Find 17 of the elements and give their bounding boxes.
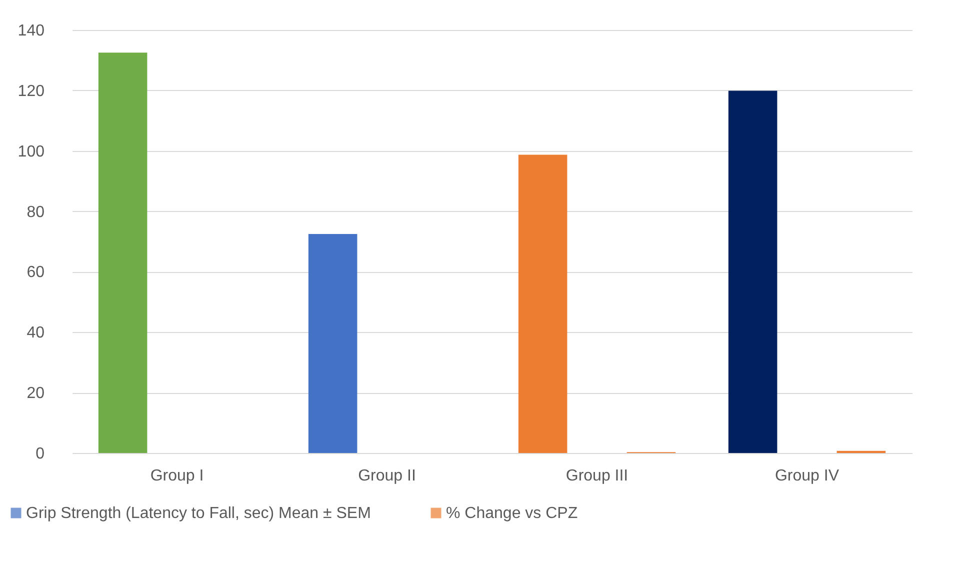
- bar: [728, 90, 778, 453]
- y-tick-label: 40: [26, 324, 45, 342]
- x-tick-label: Group IV: [774, 468, 840, 484]
- x-tick-label: Group I: [150, 468, 204, 484]
- y-tick-label: 20: [26, 385, 45, 402]
- y-tick-label: 0: [36, 446, 45, 462]
- legend-label: % Change vs CPZ: [446, 505, 578, 522]
- bar: [98, 52, 148, 453]
- legend-label: Grip Strength (Latency to Fall, sec) Mean ± SEM: [26, 505, 371, 522]
- y-tick-label: 100: [18, 143, 45, 160]
- y-tick-label: 60: [26, 264, 45, 282]
- x-tick-label: Group II: [358, 468, 416, 484]
- y-tick-label: 120: [18, 82, 45, 100]
- x-tick-label: Group III: [566, 468, 628, 484]
- bar: [308, 234, 358, 453]
- y-tick-label: 140: [18, 22, 45, 40]
- y-tick-label: 80: [26, 204, 45, 221]
